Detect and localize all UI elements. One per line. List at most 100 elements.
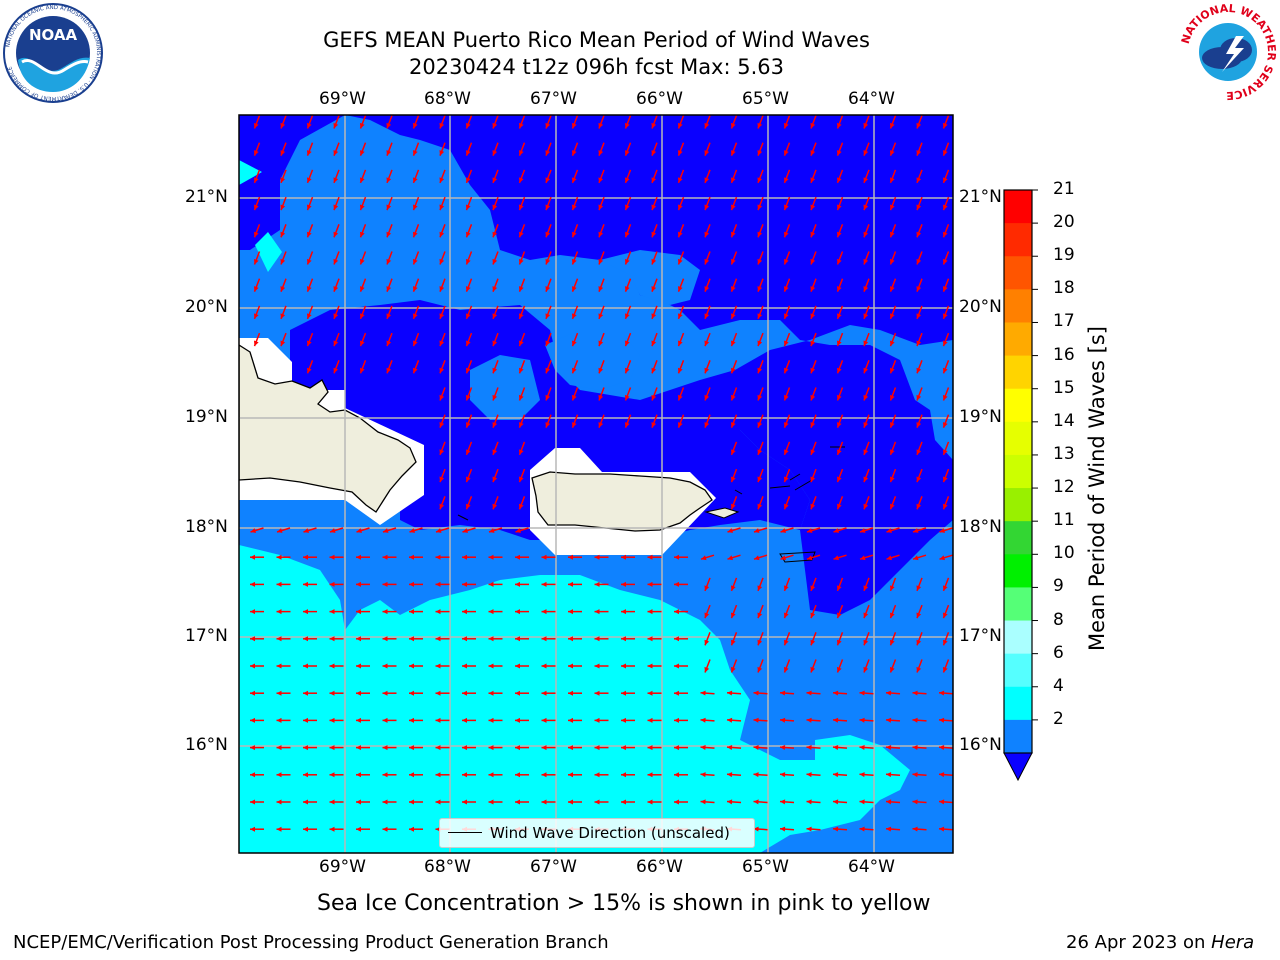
wind-wave-arrowhead [916,177,922,183]
wind-wave-arrowhead [757,258,763,265]
wind-wave-arrowhead [942,313,948,319]
wind-wave-arrowhead [253,122,259,129]
wind-wave-arrowhead [624,177,630,183]
colorbar-segment [1004,620,1032,655]
wind-wave-arrowhead [253,286,259,292]
lat-label-right: 16°N [959,735,1002,755]
wind-wave-arrowhead [753,690,759,696]
wind-wave-arrowhead [250,745,255,751]
colorbar-title: Mean Period of Wind Waves [s] [1085,326,1109,651]
colorbar-tick-label: 9 [1053,576,1064,597]
wind-wave-arrowhead [435,581,441,587]
wind-wave-arrowhead [462,717,467,723]
wind-wave-arrowhead [621,745,626,751]
wind-wave-arrowhead [250,663,255,669]
wind-wave-arrowhead [621,717,626,723]
wind-wave-arrowhead [886,744,892,750]
wind-wave-arrowhead [518,340,524,347]
wind-wave-arrowhead [783,476,789,483]
wind-wave-arrowhead [412,258,418,265]
wind-wave-arrowhead [488,690,494,696]
wind-wave-arrowhead [942,231,948,238]
wind-wave-arrowhead [913,555,919,561]
wind-wave-arrowhead [704,313,710,319]
wind-wave-arrowhead [730,503,736,510]
wind-wave-arrowhead [859,717,865,723]
wind-wave-arrowhead [462,745,467,751]
wind-wave-arrowhead [333,258,339,265]
wind-wave-arrowhead [833,717,839,723]
wind-wave-arrowhead [647,772,653,778]
wind-wave-arrowhead [541,690,547,696]
wind-wave-arrowhead [382,772,388,778]
wind-wave-arrowhead [435,745,441,751]
wind-wave-arrowhead [492,122,498,129]
wind-wave-arrowhead [329,663,335,669]
wind-wave-arrowhead [833,528,840,533]
wind-wave-arrowhead [594,717,600,723]
wind-wave-arrowhead [435,717,441,723]
wind-wave-arrowhead [704,258,710,265]
wind-wave-arrowhead [276,690,282,696]
wind-wave-arrowhead [412,313,418,319]
wind-wave-arrowhead [276,609,282,615]
wind-wave-arrowhead [836,422,842,428]
wind-wave-arrowhead [598,367,604,374]
wind-wave-arrowhead [598,258,604,265]
wind-wave-arrowhead [916,367,922,374]
lat-label-left: 21°N [185,187,228,207]
wind-wave-arrowhead [306,122,312,129]
wind-wave-arrowhead [730,258,736,265]
wind-wave-arrowhead [382,663,388,669]
wind-wave-arrowhead [306,150,312,156]
lon-label-top: 65°W [742,89,789,109]
wind-wave-arrowhead [677,422,683,428]
wind-wave-arrowhead [624,258,630,265]
wind-wave-arrowhead [359,367,365,374]
colorbar-tick-label: 10 [1053,543,1075,564]
sea-ice-note: Sea Ice Concentration > 15% is shown in … [317,891,931,916]
wind-wave-arrowhead [435,663,441,669]
wind-wave-arrowhead [276,745,282,751]
wind-wave-arrowhead [541,799,547,805]
noaa-logo-text: NOAA [29,26,78,44]
wind-wave-arrowhead [942,204,948,211]
wind-wave-arrowhead [382,581,388,587]
wind-wave-arrowhead [465,313,471,319]
wind-wave-arrowhead [306,204,312,211]
wind-wave-arrowhead [518,204,524,211]
wind-wave-arrowhead [250,799,255,805]
wind-wave-arrowhead [757,367,763,374]
wind-wave-arrowhead [677,367,683,374]
wind-wave-arrowhead [518,449,524,455]
colorbar-tick-label: 19 [1053,245,1075,266]
wind-wave-arrowhead [886,717,892,723]
colorbar-segment [1004,355,1032,390]
wind-wave-arrowhead [465,286,471,292]
wind-wave-arrowhead [810,150,816,156]
wind-wave-arrowhead [439,204,445,211]
wind-wave-arrowhead [386,258,392,265]
wind-wave-arrowhead [730,585,736,591]
wind-wave-arrowhead [704,612,710,619]
wind-wave-arrowhead [439,258,445,265]
lat-label-left: 20°N [185,297,228,317]
wind-wave-arrowhead [757,177,763,183]
wind-wave-arrowhead [863,258,869,265]
wind-wave-arrowhead [382,690,388,696]
wind-wave-arrowhead [916,639,922,646]
lon-label-top: 67°W [530,89,577,109]
wind-wave-arrowhead [515,554,520,560]
wind-wave-arrowhead [942,340,948,347]
wind-wave-arrowhead [412,177,418,183]
lon-label-top: 68°W [424,89,471,109]
wind-wave-arrowhead [810,367,816,374]
wind-wave-arrowhead [889,122,895,129]
wind-wave-arrowhead [939,744,945,750]
lat-label-left: 18°N [185,517,228,537]
wind-wave-arrowhead [465,503,471,510]
wind-wave-arrowhead [651,150,657,156]
wind-wave-arrowhead [409,636,414,642]
wind-wave-arrowhead [515,745,520,751]
colorbar-segment [1004,190,1032,224]
